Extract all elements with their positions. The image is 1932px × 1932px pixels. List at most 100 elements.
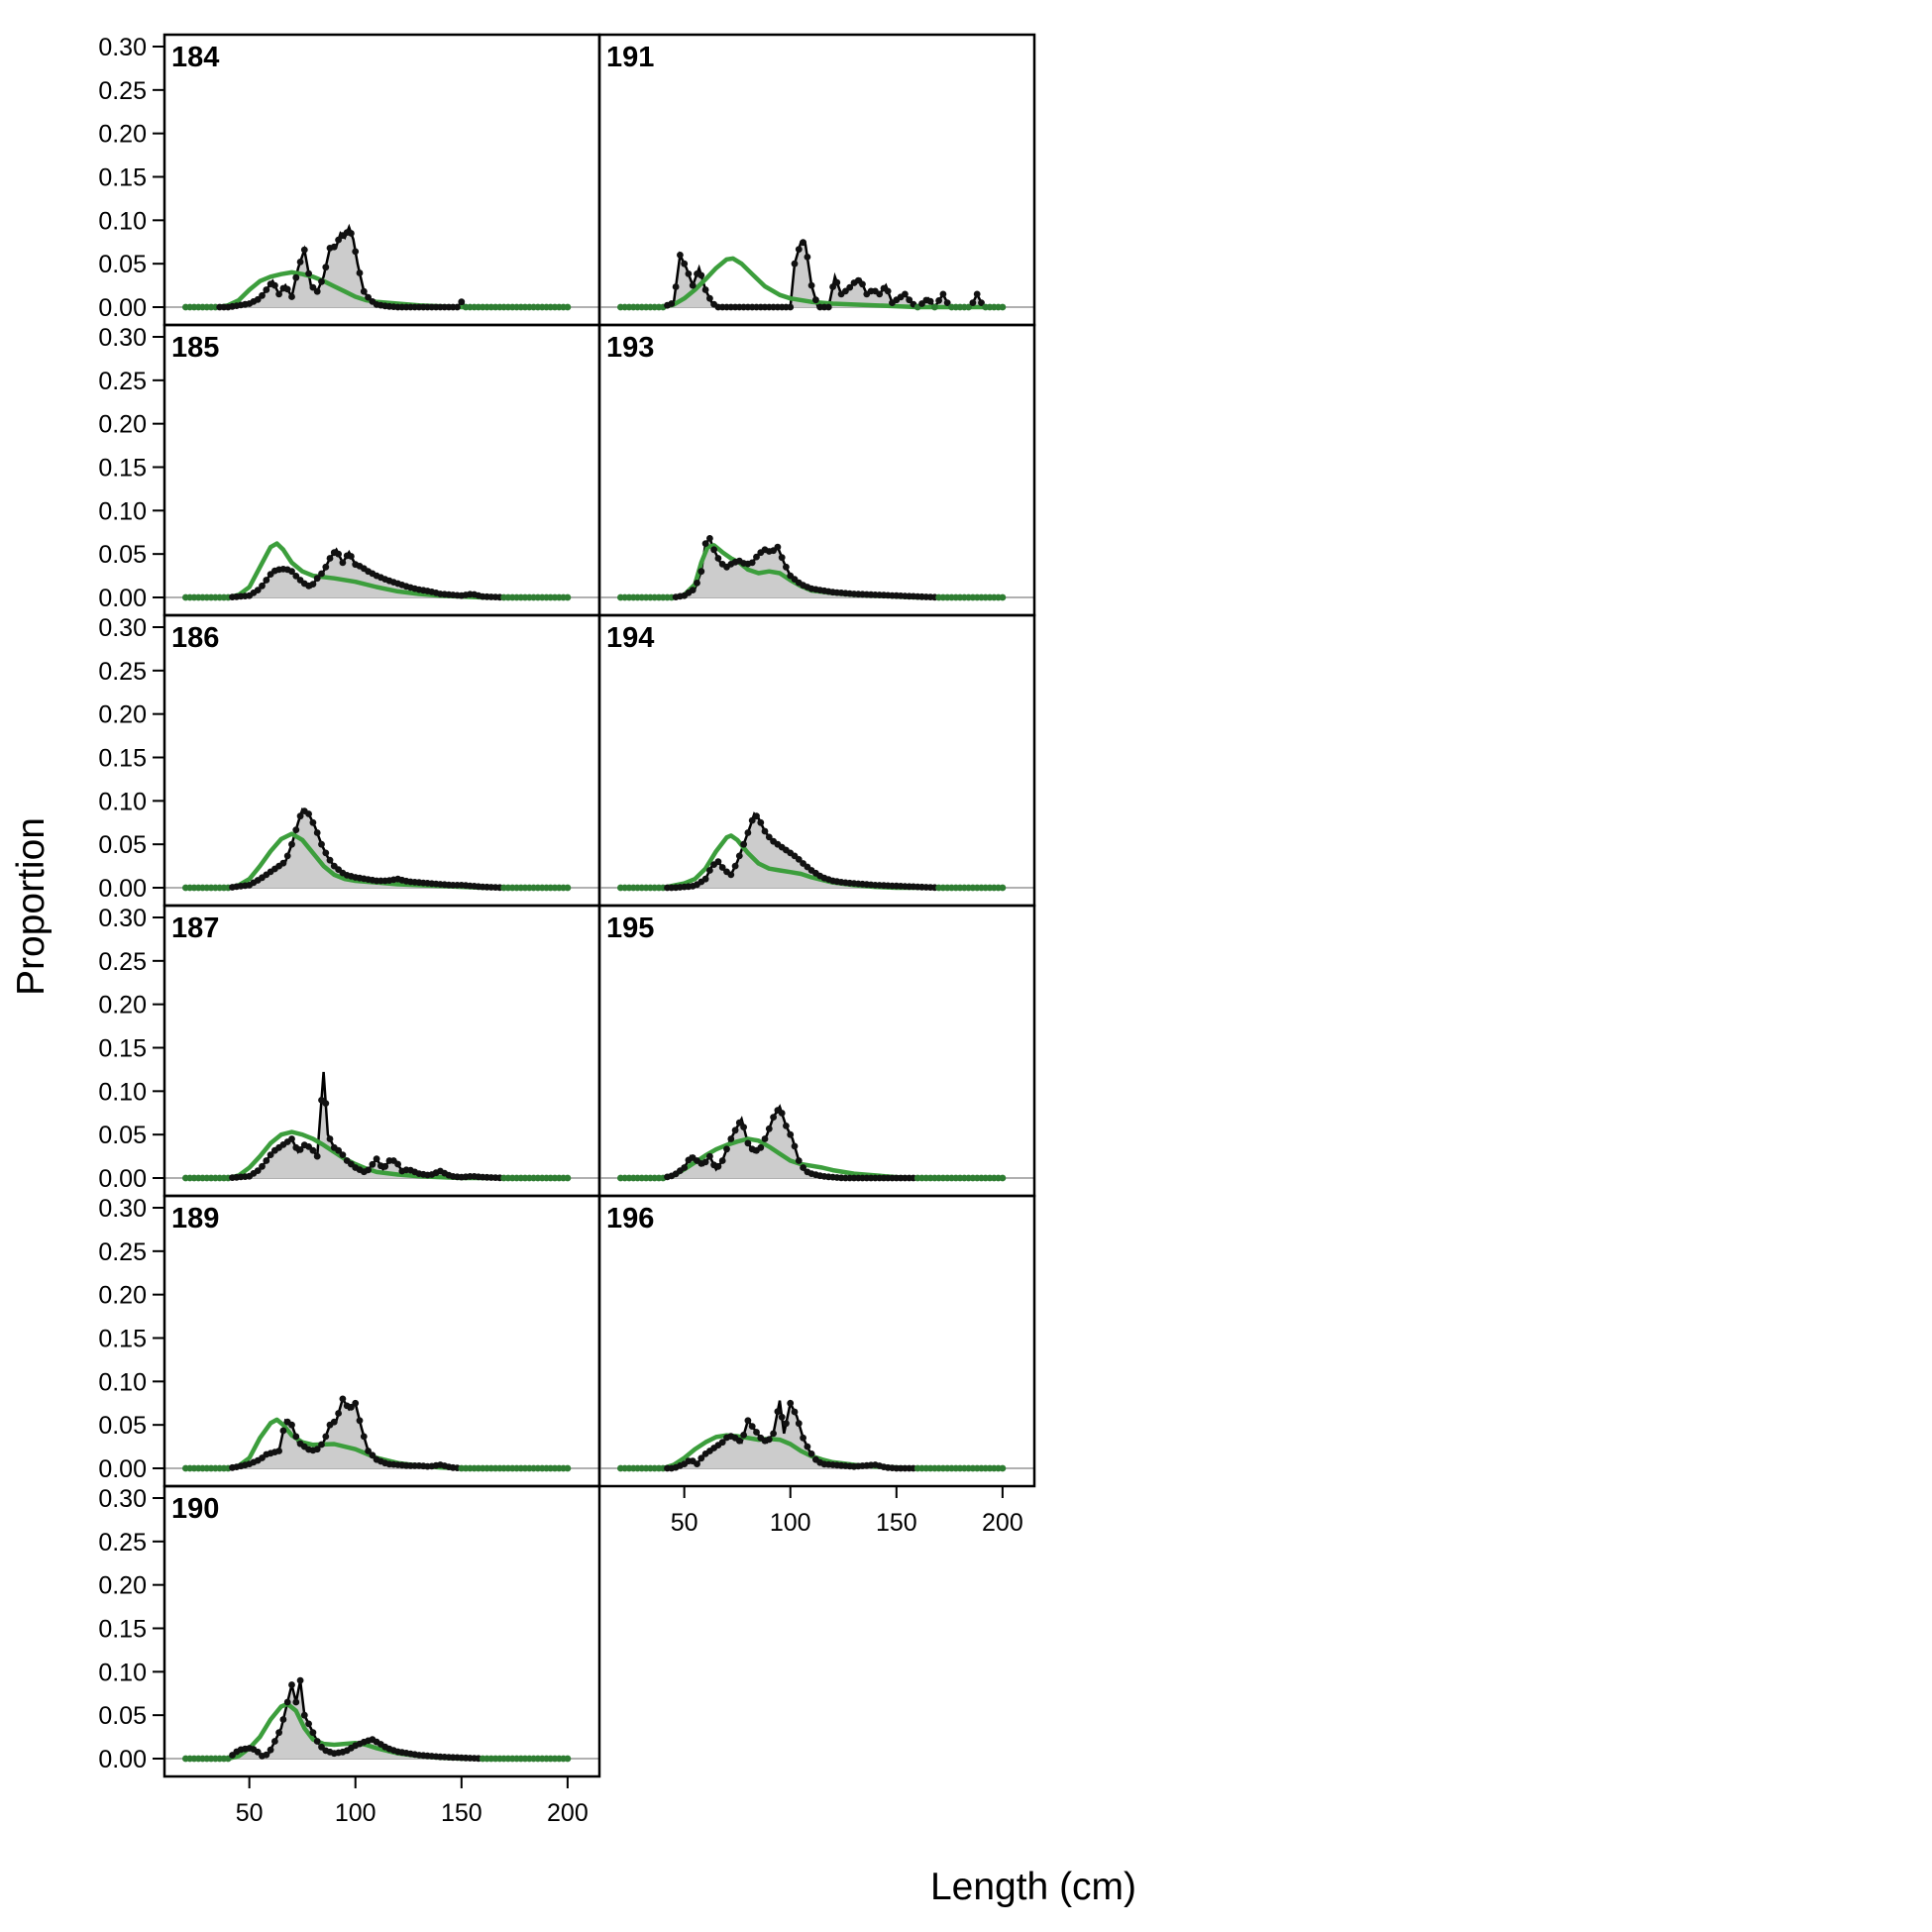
observed-point [787, 1399, 795, 1407]
observed-point [718, 1157, 726, 1164]
observed-point [698, 1454, 705, 1462]
observed-point [701, 286, 709, 293]
observed-point [795, 1420, 803, 1428]
observed-point [458, 298, 466, 306]
observed-point [748, 559, 756, 567]
observed-point [999, 303, 1007, 311]
observed-point [735, 1437, 743, 1445]
observed-point [296, 259, 304, 266]
observed-point [753, 1429, 760, 1436]
expected-line [620, 1136, 1003, 1181]
panel-frame [597, 33, 1036, 327]
observed-point [999, 593, 1007, 601]
panel-193: 193 [597, 323, 1036, 617]
observed-point [322, 264, 330, 271]
observed-point [833, 278, 841, 286]
observed-point [335, 550, 342, 558]
y-tick-label: 0.20 [98, 411, 147, 439]
y-tick-label: 0.00 [98, 1746, 147, 1773]
y-tick-label: 0.20 [98, 1282, 147, 1310]
panel-185: 185 0.00 0.05 0.10 0.15 0.20 0.25 0.30 [98, 323, 601, 617]
observed-point [939, 290, 947, 298]
y-tick-label: 0.20 [98, 701, 147, 729]
y-tick-label: 0.00 [98, 585, 147, 612]
observed-point [330, 1418, 338, 1426]
observed-point [698, 568, 705, 576]
y-tick-label: 0.15 [98, 1035, 147, 1063]
panel-191: 191 [597, 33, 1036, 327]
panel-label: 193 [606, 332, 654, 364]
y-tick-label: 0.20 [98, 121, 147, 149]
observed-point [884, 287, 892, 295]
observed-point [300, 246, 308, 254]
observed-point [339, 559, 347, 567]
observed-point [698, 271, 705, 279]
observed-point [969, 299, 977, 306]
y-tick-label: 0.30 [98, 1195, 147, 1223]
observed-point [731, 1127, 739, 1134]
observed-point [978, 299, 985, 306]
observed-point [757, 818, 765, 826]
observed-point [668, 300, 676, 307]
observed-point [365, 293, 372, 301]
observed-point [283, 1698, 291, 1706]
observed-point [267, 1151, 274, 1158]
observed-point [309, 1146, 317, 1154]
observed-point [313, 1152, 321, 1160]
observed-point [812, 296, 819, 304]
observed-point [689, 587, 697, 593]
observed-point [965, 303, 972, 311]
y-tick-label: 0.25 [98, 1238, 147, 1266]
observed-point [309, 1729, 317, 1737]
observed-point [292, 1433, 300, 1441]
observed-point [288, 1681, 295, 1688]
panel-frame [597, 613, 1036, 908]
observed-point [791, 1408, 799, 1416]
x-axis-title: Length (cm) [930, 1866, 1136, 1908]
observed-point [757, 1143, 765, 1151]
observed-point [744, 829, 752, 836]
observed-point [740, 1432, 747, 1439]
x-tick-label: 50 [671, 1509, 698, 1537]
observed-point [275, 290, 282, 298]
observed-point [999, 1464, 1007, 1472]
panel-label: 190 [171, 1493, 219, 1525]
y-tick-label: 0.00 [98, 294, 147, 322]
observed-point [263, 1157, 270, 1164]
observed-point [348, 230, 355, 237]
panel-187: 187 0.00 0.05 0.10 0.15 0.20 0.25 0.30 [98, 904, 601, 1198]
observed-point [718, 1439, 726, 1447]
observed-point [339, 1395, 347, 1403]
observed-point [300, 1711, 308, 1719]
observed-point [714, 858, 722, 866]
observed-point [727, 871, 735, 879]
observed-point [689, 281, 697, 289]
observed-point [318, 277, 325, 285]
y-tick-label: 0.30 [98, 905, 147, 932]
observed-point [783, 1420, 790, 1428]
panel-label: 191 [606, 42, 654, 73]
observed-point [322, 563, 330, 571]
observed-point [735, 852, 743, 860]
observed-point [807, 281, 815, 289]
observed-point [774, 543, 782, 551]
observed-point [681, 1164, 689, 1171]
observed-point [283, 285, 291, 293]
observed-point [564, 1174, 572, 1182]
observed-point [305, 1720, 312, 1728]
observed-point [731, 862, 739, 870]
y-tick-label: 0.10 [98, 207, 147, 235]
observed-point [309, 581, 317, 588]
observed-point [313, 287, 321, 295]
x-tick-label: 200 [547, 1799, 589, 1827]
observed-point [783, 563, 790, 571]
observed-line [185, 807, 568, 890]
observed-point [313, 1738, 321, 1745]
observed-point [783, 1123, 790, 1129]
observed-point [876, 290, 884, 298]
y-tick-label: 0.10 [98, 788, 147, 815]
observed-point [846, 283, 854, 291]
y-tick-label: 0.25 [98, 1529, 147, 1556]
observed-point [824, 303, 832, 311]
observed-point [770, 1430, 777, 1438]
